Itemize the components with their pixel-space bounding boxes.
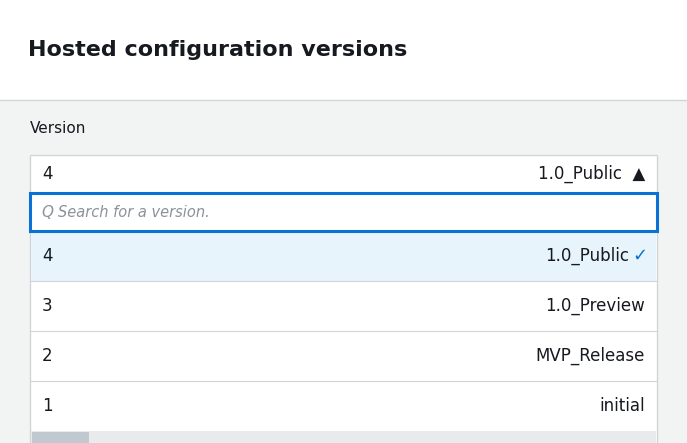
Text: Hosted configuration versions: Hosted configuration versions: [28, 40, 407, 60]
Text: Version: Version: [30, 120, 87, 136]
Text: 3: 3: [42, 297, 53, 315]
Text: 2: 2: [42, 347, 53, 365]
Bar: [30, 155, 657, 443]
Text: 1.0_Public: 1.0_Public: [545, 247, 629, 265]
Text: 1: 1: [42, 397, 53, 415]
Text: MVP_Release: MVP_Release: [536, 347, 645, 365]
Text: Q: Q: [41, 205, 53, 219]
Text: 4: 4: [42, 165, 52, 183]
Text: ✓: ✓: [632, 247, 647, 265]
Bar: [0, 0, 687, 100]
Text: Search for a version.: Search for a version.: [58, 205, 210, 219]
Bar: [31, 431, 656, 443]
Text: 1.0_Preview: 1.0_Preview: [545, 297, 645, 315]
Text: initial: initial: [599, 397, 645, 415]
FancyBboxPatch shape: [32, 432, 89, 443]
Bar: [31, 231, 656, 281]
Bar: [30, 193, 657, 231]
Text: 4: 4: [42, 247, 52, 265]
Text: 1.0_Public  ▲: 1.0_Public ▲: [538, 165, 645, 183]
